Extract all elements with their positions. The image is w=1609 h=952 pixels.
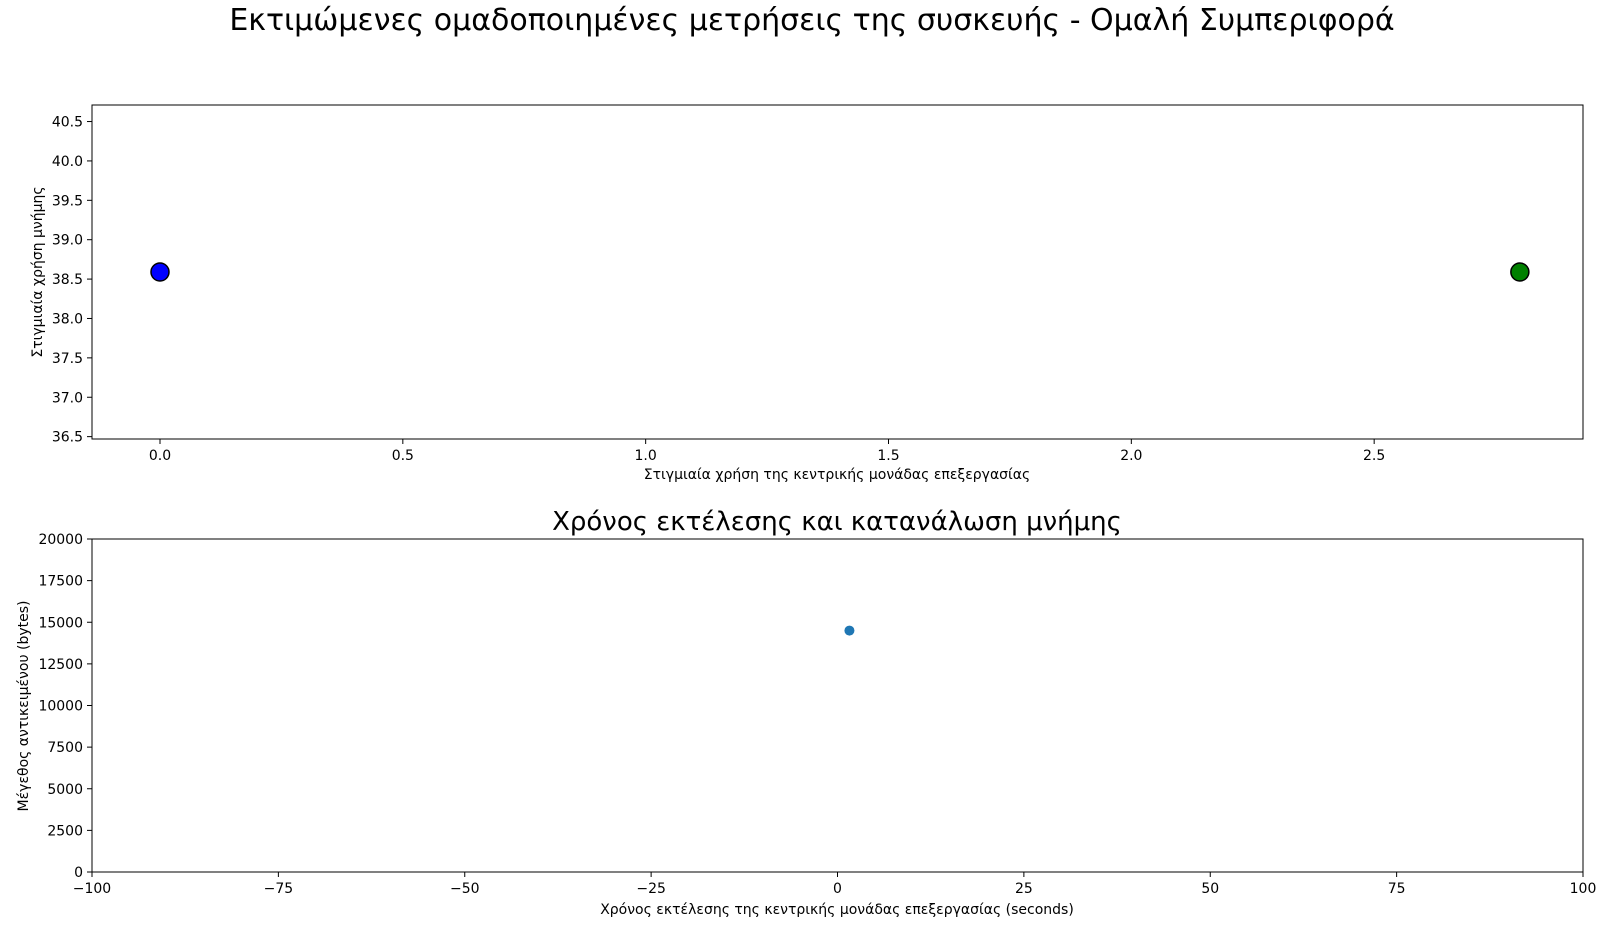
y-tick-label: 36.5: [52, 430, 83, 446]
scatter-points: [150, 262, 1530, 282]
x-tick-label: 0: [833, 881, 842, 897]
y-tick-label: 5000: [47, 782, 83, 798]
y-tick-label: 37.0: [52, 390, 83, 406]
y-tick-label: 10000: [38, 699, 83, 715]
x-tick-label: −75: [264, 881, 294, 897]
x-tick-label: 2.0: [1120, 448, 1142, 464]
y-tick-label: 2500: [47, 823, 83, 839]
x-tick-label: −100: [73, 881, 111, 897]
chart-title: Χρόνος εκτέλεσης και κατανάλωση μνήμης: [552, 507, 1122, 537]
y-tick-label: 38.0: [52, 311, 83, 327]
x-tick-label: 100: [1570, 881, 1597, 897]
x-tick-label: 1.5: [877, 448, 899, 464]
y-tick-label: 39.0: [52, 233, 83, 249]
x-axis-label: Στιγμιαία χρήση της κεντρικής μονάδας επ…: [644, 467, 1030, 483]
y-axis-label: Μέγεθος αντικειμένου (bytes): [16, 601, 32, 812]
x-tick-label: 25: [1015, 881, 1033, 897]
plot-area-frame: [91, 104, 1584, 440]
data-point: [150, 262, 170, 282]
y-axis: 36.5 37.0 37.5 38.0 38.5 39.0 39.5 40.0 40.5: [52, 115, 92, 446]
x-axis: 0.0 0.5 1.0 1.5 2.0 2.5: [149, 439, 1385, 464]
x-tick-label: −50: [450, 881, 480, 897]
x-tick-label: −25: [636, 881, 666, 897]
y-tick-label: 7500: [47, 740, 83, 756]
chart-memory-vs-cpu: 0.0 0.5 1.0 1.5 2.0 2.5 36.537.037.538.038.53…: [30, 104, 1584, 483]
y-axis-label: Στιγμιαία χρήση μνήμης: [30, 186, 46, 357]
chart-runtime-vs-object-size: Χρόνος εκτέλεσης και κατανάλωση μνήμης −…: [16, 507, 1596, 918]
figure-suptitle: Εκτιμώμενες ομαδοποιημένες μετρήσεις της…: [229, 3, 1394, 38]
y-tick-label: 38.5: [52, 272, 83, 288]
y-tick-label: 37.5: [52, 351, 83, 367]
data-point: [1510, 262, 1530, 282]
x-tick-label: 2.5: [1363, 448, 1385, 464]
y-tick-label: 17500: [38, 574, 83, 590]
y-axis: 0 2500 5000 7500 10000 12500 15000 17500 20000: [38, 532, 92, 881]
scatter-points: [844, 625, 855, 636]
y-tick-label: 0: [74, 865, 83, 881]
data-point: [844, 625, 855, 636]
x-tick-label: 0.0: [149, 448, 171, 464]
x-tick-label: 1.0: [635, 448, 657, 464]
y-tick-label: 12500: [38, 657, 83, 673]
y-tick-label: 15000: [38, 615, 83, 631]
x-tick-label: 75: [1388, 881, 1406, 897]
x-axis-label: Χρόνος εκτέλεσης της κεντρικής μονάδας ε…: [600, 902, 1074, 918]
y-tick-label: 40.0: [52, 154, 83, 170]
x-tick-label: 0.5: [392, 448, 414, 464]
y-tick-label: 40.5: [52, 115, 83, 131]
x-axis: −100 −75 −50 −25 0 25 50 75 100: [73, 872, 1597, 897]
plot-area-frame: [91, 538, 1584, 873]
y-tick-label: 39.5: [52, 193, 83, 209]
x-tick-label: 50: [1201, 881, 1219, 897]
y-tick-label: 20000: [38, 532, 83, 548]
